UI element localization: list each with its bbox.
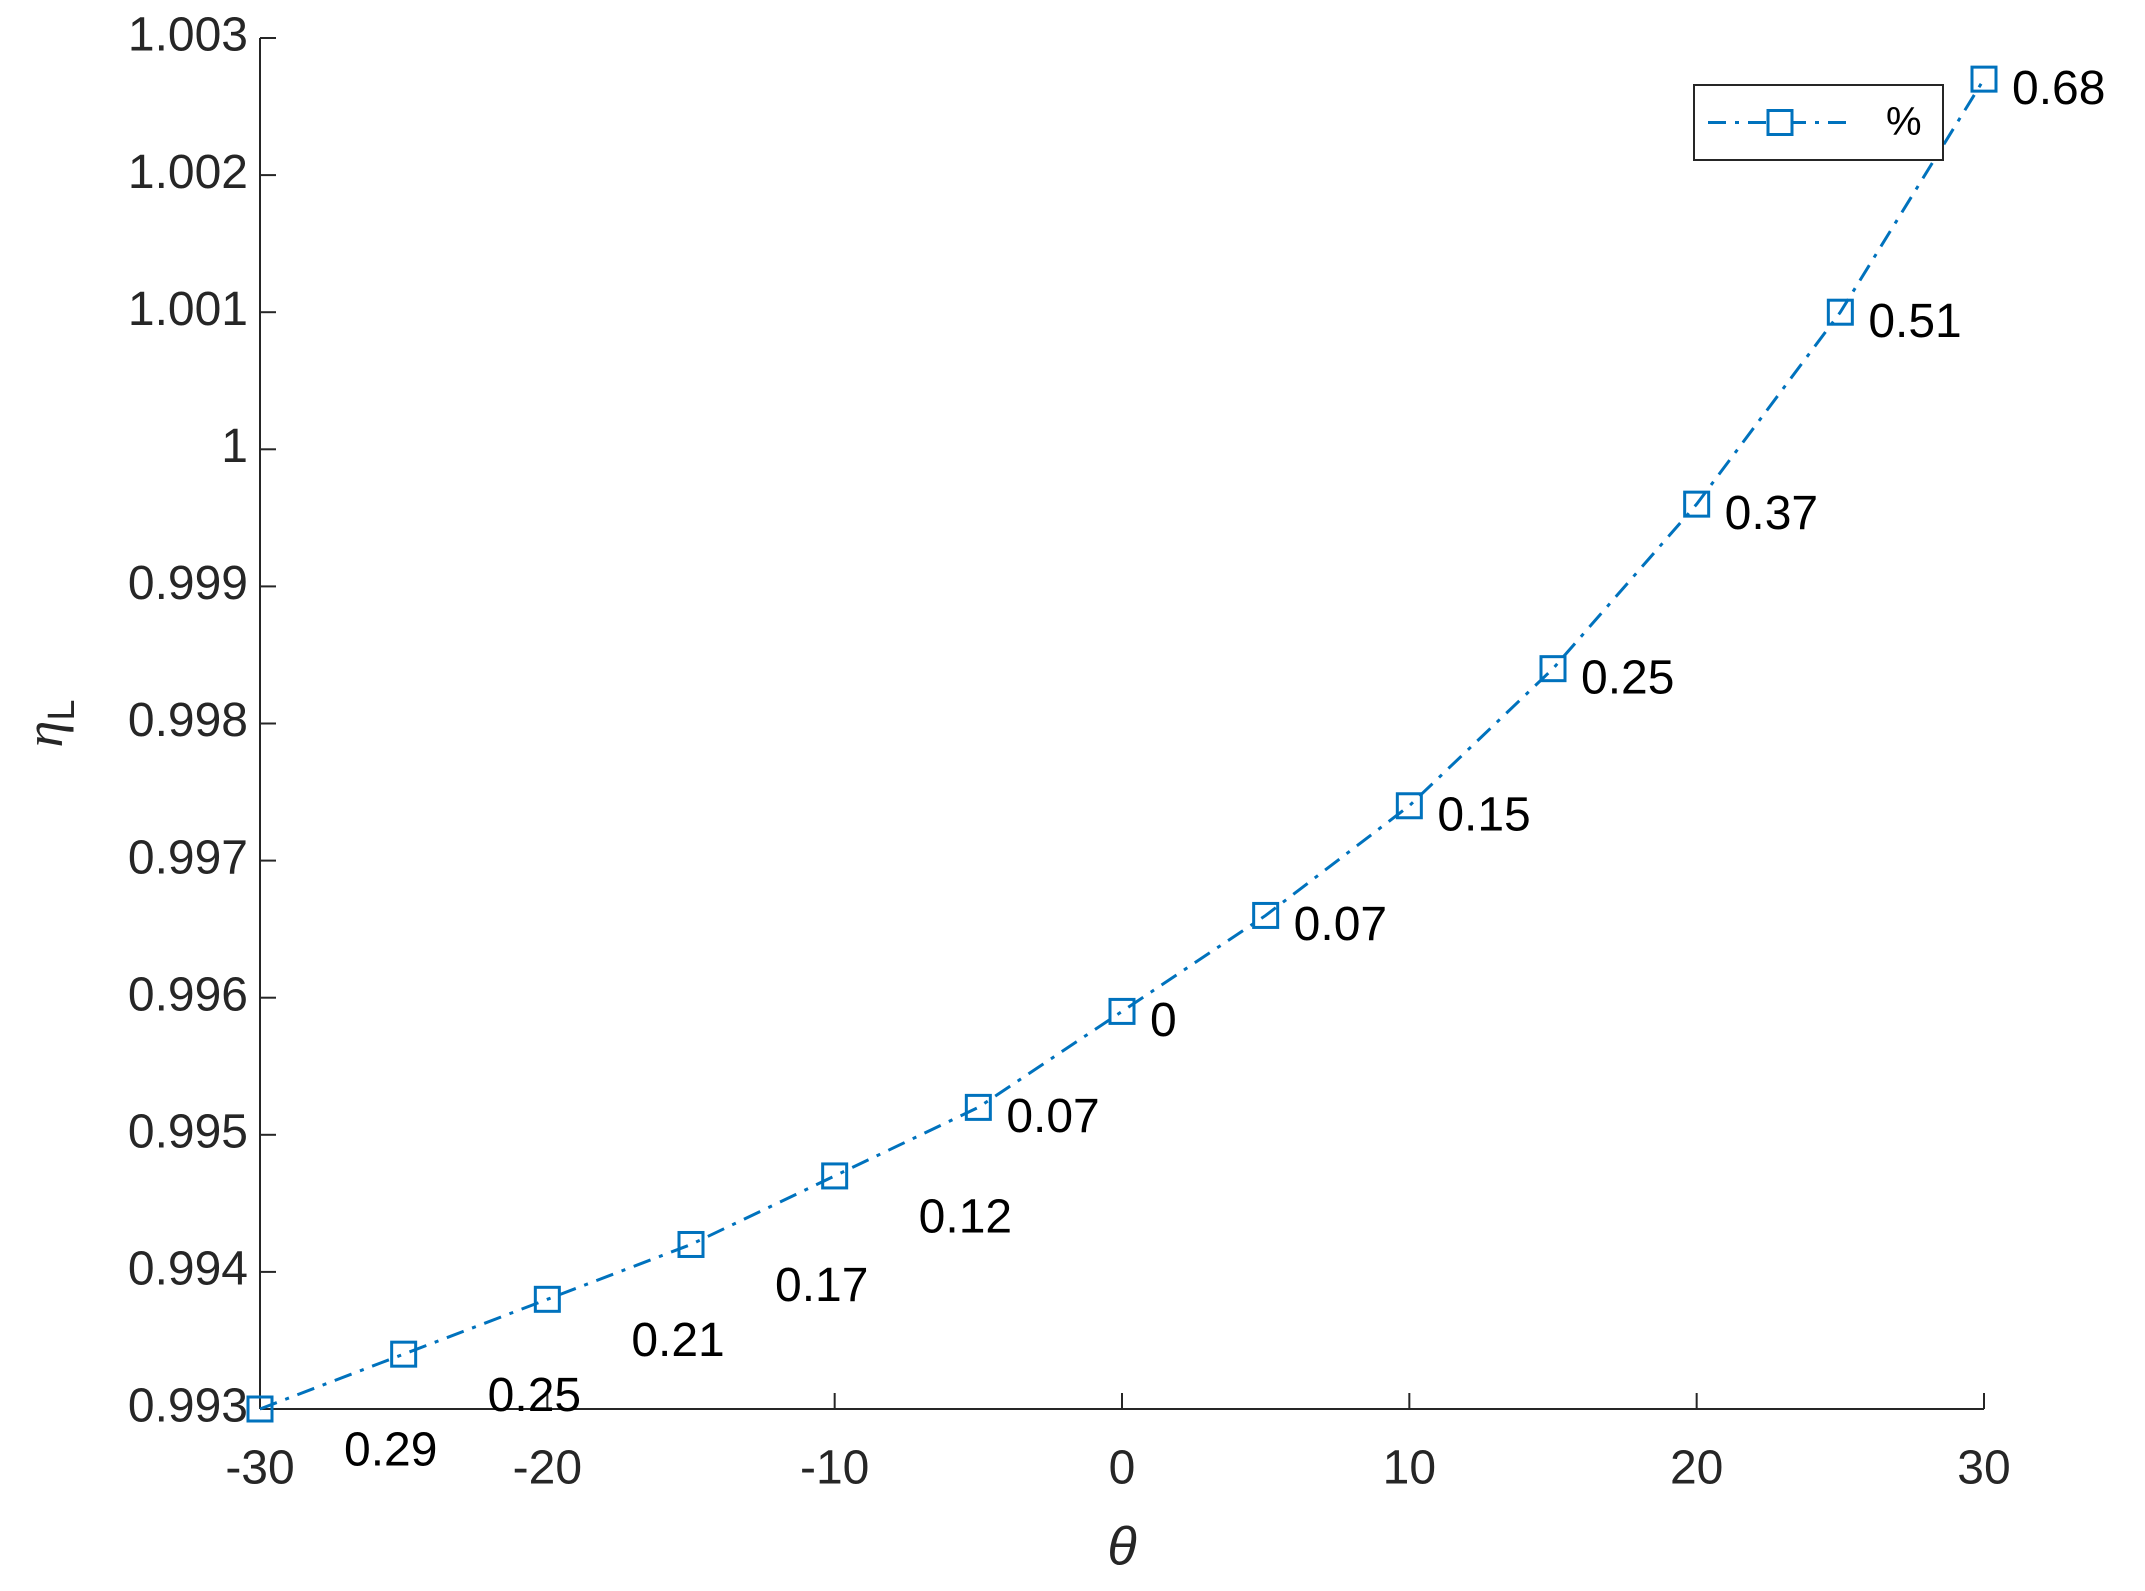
y-tick-label: 1.003 — [128, 9, 248, 62]
point-label: 0.51 — [1868, 295, 1961, 348]
y-tick-label: 0.997 — [128, 831, 248, 884]
marker — [390, 1340, 418, 1368]
y-tick-label: 1.001 — [128, 283, 248, 336]
point-label: 0.68 — [2012, 62, 2105, 115]
y-tick-label: 0.996 — [128, 968, 248, 1021]
x-tick-label: -20 — [513, 1442, 582, 1495]
marker — [1108, 997, 1136, 1025]
x-axis-label: θ — [1107, 1516, 1136, 1576]
marker — [1252, 901, 1280, 929]
point-label: 0.25 — [488, 1369, 581, 1422]
y-tick-label: 1.002 — [128, 146, 248, 199]
x-tick-label: 10 — [1383, 1442, 1436, 1495]
point-label: 0.12 — [919, 1191, 1012, 1244]
marker — [677, 1230, 705, 1258]
y-tick-label: 0.994 — [128, 1243, 248, 1296]
point-label: 0.29 — [344, 1424, 437, 1477]
legend-label: % — [1886, 100, 1922, 144]
point-label: 0.21 — [631, 1314, 724, 1367]
point-label: 0.25 — [1581, 651, 1674, 704]
point-label: 0.07 — [1294, 898, 1387, 951]
point-label: 0.15 — [1437, 788, 1530, 841]
x-tick-label: 30 — [1957, 1442, 2010, 1495]
marker — [533, 1285, 561, 1313]
marker — [1683, 490, 1711, 518]
y-tick-label: 1 — [221, 420, 248, 473]
marker — [1395, 792, 1423, 820]
y-axis-label-main: η — [14, 721, 74, 748]
marker — [964, 1093, 992, 1121]
series-line — [259, 78, 1986, 1411]
marker — [821, 1162, 849, 1190]
point-label: 0.37 — [1725, 487, 1818, 540]
marker — [1539, 655, 1567, 683]
y-tick-label: 0.998 — [128, 694, 248, 747]
y-tick-label: 0.999 — [128, 557, 248, 610]
y-axis-label: ηL — [14, 700, 83, 748]
x-tick-label: 20 — [1670, 1442, 1723, 1495]
legend-marker — [1766, 109, 1794, 136]
x-tick-label: 0 — [1109, 1442, 1136, 1495]
x-tick-label: -10 — [800, 1442, 869, 1495]
y-tick-label: 0.993 — [128, 1380, 248, 1433]
point-label: 0 — [1150, 994, 1177, 1047]
marker — [246, 1395, 274, 1423]
point-label: 0.17 — [775, 1259, 868, 1312]
x-tick-label: -30 — [225, 1442, 294, 1495]
marker — [1826, 298, 1854, 326]
marker — [1970, 65, 1998, 93]
y-axis-label-subscript: L — [41, 700, 83, 721]
point-label: 0.07 — [1006, 1090, 1099, 1143]
y-tick-label: 0.995 — [128, 1105, 248, 1158]
